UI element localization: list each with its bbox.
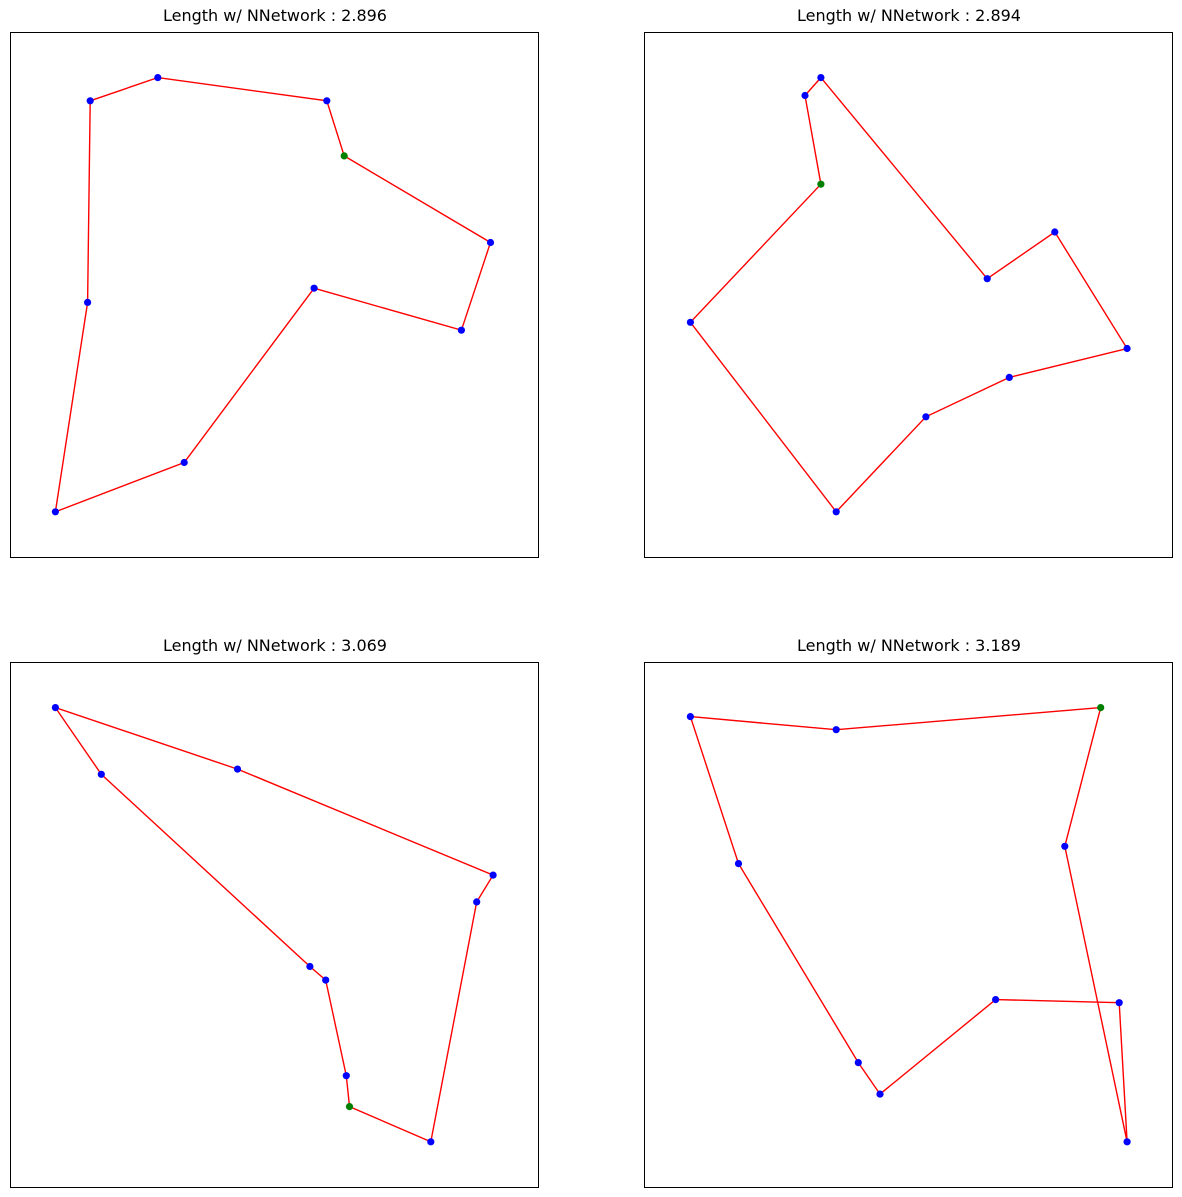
city-point xyxy=(1051,228,1059,236)
start-point xyxy=(1097,704,1105,712)
city-point xyxy=(233,765,242,773)
city-point xyxy=(457,326,465,334)
city-point xyxy=(832,726,840,734)
city-point xyxy=(801,91,809,100)
city-point xyxy=(489,871,497,879)
start-point xyxy=(345,1103,354,1111)
plot-frame xyxy=(644,32,1173,558)
plot-frame xyxy=(10,662,539,1188)
city-point xyxy=(1061,842,1069,850)
chart-plot xyxy=(10,662,539,1188)
panel-bottom-left: Length w/ NNetwork : 3.069 xyxy=(10,630,540,1188)
city-point xyxy=(486,238,495,247)
city-point xyxy=(322,976,330,984)
chart-plot xyxy=(644,662,1173,1188)
chart-title: Length w/ NNetwork : 3.069 xyxy=(163,636,387,655)
panel-top-left: Length w/ NNetwork : 2.896 xyxy=(10,0,540,558)
city-point xyxy=(154,74,162,82)
chart-title: Length w/ NNetwork : 3.189 xyxy=(797,636,1021,655)
city-point xyxy=(1005,373,1013,381)
city-point xyxy=(922,413,930,421)
panel-top-right: Length w/ NNetwork : 2.894 xyxy=(644,0,1174,558)
city-point xyxy=(1123,344,1131,353)
chart-plot xyxy=(644,32,1173,558)
city-point xyxy=(97,770,105,778)
city-point xyxy=(817,74,825,82)
chart-title: Length w/ NNetwork : 2.894 xyxy=(797,6,1021,25)
city-point xyxy=(832,508,840,516)
city-point xyxy=(854,1059,862,1067)
city-point xyxy=(734,860,743,868)
city-point xyxy=(992,996,1000,1004)
city-point xyxy=(473,898,481,906)
city-point xyxy=(84,298,92,306)
panel-bottom-right: Length w/ NNetwork : 3.189 xyxy=(644,630,1174,1188)
city-point xyxy=(310,284,318,292)
city-point xyxy=(342,1072,350,1080)
city-point xyxy=(686,713,694,721)
chart-title: Length w/ NNetwork : 2.896 xyxy=(163,6,387,25)
city-point xyxy=(1123,1138,1131,1146)
start-point xyxy=(340,152,348,160)
city-point xyxy=(86,97,94,105)
city-point xyxy=(427,1138,435,1146)
city-point xyxy=(686,318,694,326)
city-point xyxy=(180,458,188,467)
chart-plot xyxy=(10,32,539,558)
start-point xyxy=(817,180,825,188)
city-point xyxy=(983,275,991,283)
city-point xyxy=(51,704,60,712)
city-point xyxy=(51,508,60,516)
city-point xyxy=(876,1090,884,1098)
plot-frame xyxy=(10,32,539,558)
plot-frame xyxy=(644,662,1173,1188)
city-point xyxy=(1115,999,1123,1007)
city-point xyxy=(306,962,314,971)
city-point xyxy=(323,97,331,105)
